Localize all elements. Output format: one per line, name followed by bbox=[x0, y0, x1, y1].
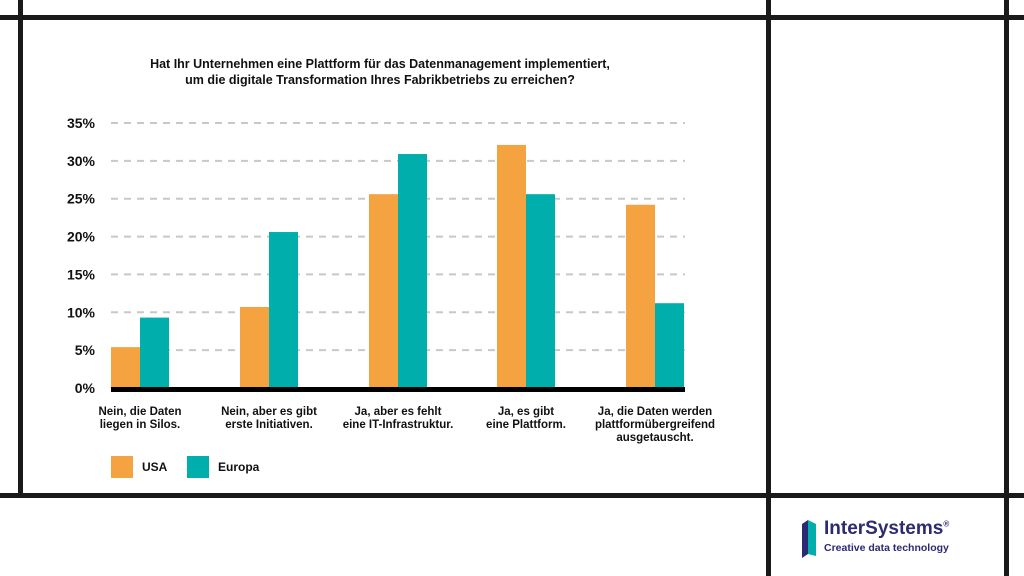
y-tick-label: 15% bbox=[67, 266, 96, 282]
title-line: um die digitale Transformation Ihres Fab… bbox=[185, 73, 575, 87]
title-line: Hat Ihr Unternehmen eine Plattform für d… bbox=[150, 57, 610, 71]
y-tick-label: 0% bbox=[75, 380, 96, 396]
y-tick-label: 20% bbox=[67, 229, 96, 245]
y-tick-label: 30% bbox=[67, 153, 96, 169]
legend-swatch-europa bbox=[187, 456, 209, 478]
logo-name-text: InterSystems bbox=[824, 518, 944, 539]
x-tick-label: plattformübergreifend bbox=[595, 419, 715, 431]
bar-europa bbox=[655, 303, 684, 388]
legend-label: USA bbox=[142, 460, 168, 474]
x-tick-label: Ja, die Daten werden bbox=[598, 406, 712, 418]
bar-usa bbox=[111, 347, 140, 388]
x-tick-label: erste Initiativen. bbox=[225, 419, 313, 431]
y-tick-label: 5% bbox=[75, 342, 96, 358]
bar-usa bbox=[497, 144, 526, 388]
frame-line-right bbox=[1004, 0, 1009, 576]
logo-tagline: Creative data technology bbox=[824, 542, 949, 554]
x-axis-line bbox=[111, 387, 685, 392]
registered-mark: ® bbox=[943, 519, 950, 529]
frame-line-bottom bbox=[0, 493, 1024, 498]
legend-swatch-usa bbox=[111, 456, 133, 478]
bar-europa bbox=[526, 194, 555, 388]
bar-usa bbox=[240, 306, 269, 388]
x-tick-label: eine Plattform. bbox=[486, 419, 566, 431]
chart-title: Hat Ihr Unternehmen eine Plattform für d… bbox=[60, 56, 700, 88]
logo-name: InterSystems® bbox=[824, 518, 949, 540]
bar-usa bbox=[369, 194, 398, 388]
frame-line-left bbox=[18, 0, 23, 498]
x-tick-label: Nein, die Daten bbox=[98, 406, 181, 418]
x-tick-label: ausgetauscht. bbox=[616, 432, 693, 444]
logo-mark-icon bbox=[802, 520, 816, 558]
legend-label: Europa bbox=[218, 460, 260, 474]
y-tick-label: 10% bbox=[67, 304, 96, 320]
bar-usa bbox=[626, 204, 655, 388]
frame-line-top bbox=[0, 15, 1024, 20]
frame-line-mid bbox=[766, 0, 771, 576]
y-tick-label: 25% bbox=[67, 191, 96, 207]
bar-europa bbox=[398, 154, 427, 388]
x-tick-label: Ja, aber es fehlt bbox=[355, 406, 442, 418]
x-tick-label: liegen in Silos. bbox=[100, 419, 181, 431]
bar-europa bbox=[140, 317, 169, 388]
bar-europa bbox=[269, 232, 298, 388]
y-tick-label: 35% bbox=[67, 115, 96, 131]
x-tick-label: Nein, aber es gibt bbox=[221, 406, 317, 418]
x-tick-label: Ja, es gibt bbox=[498, 406, 554, 418]
x-tick-label: eine IT-Infrastruktur. bbox=[343, 419, 454, 431]
